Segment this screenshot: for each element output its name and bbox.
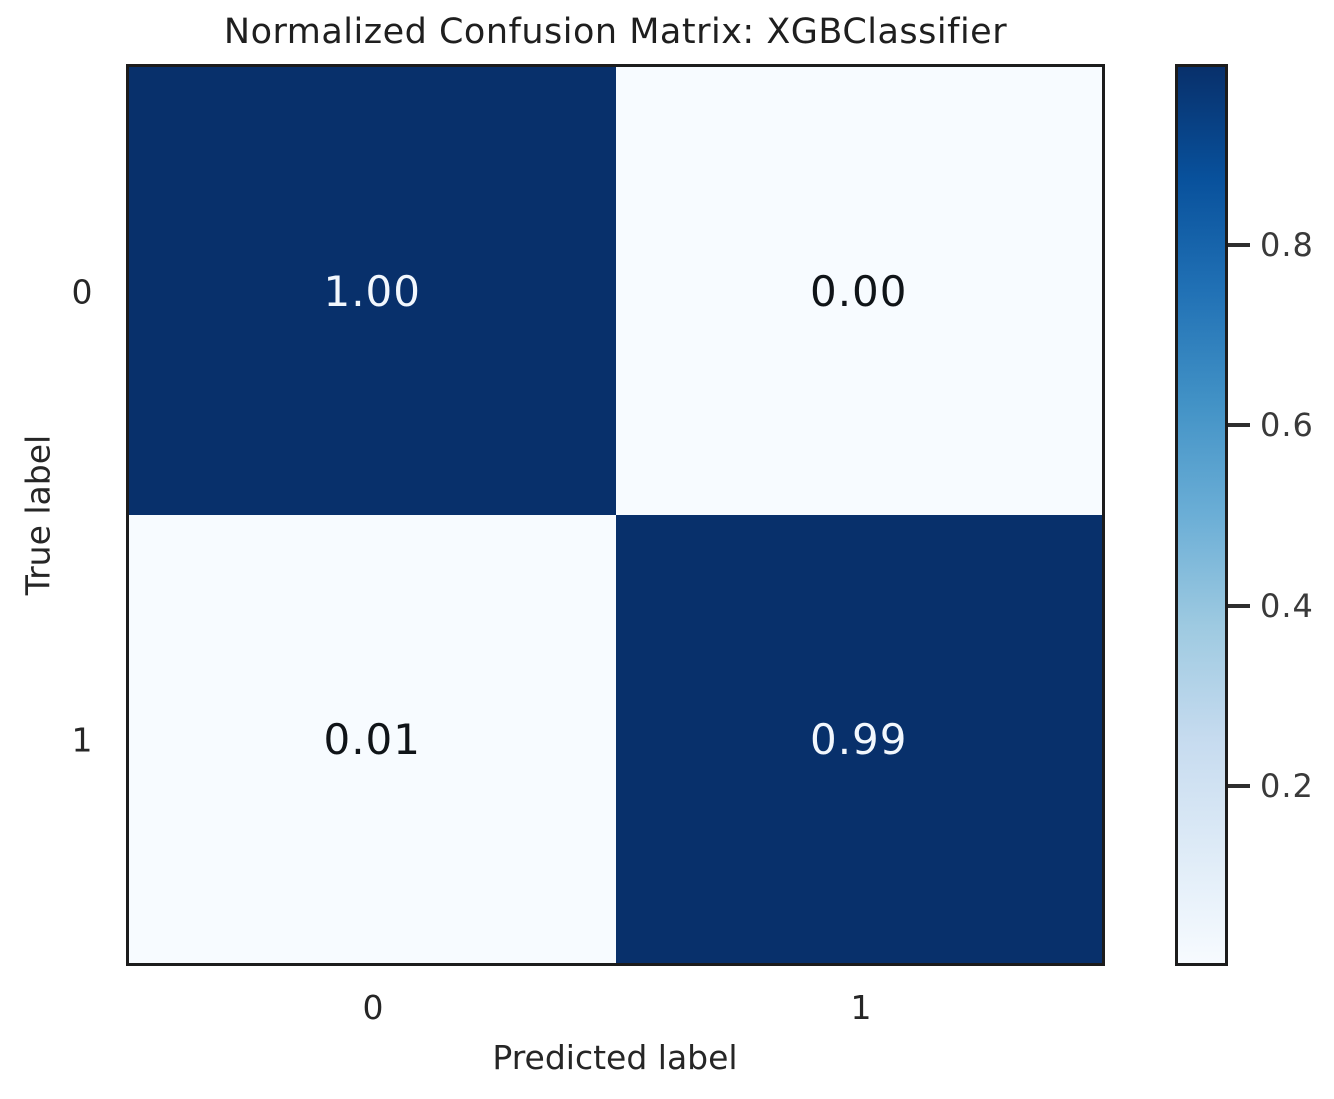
cell-value: 0.01 bbox=[323, 714, 421, 764]
matrix-cell-true1-pred1: 0.99 bbox=[615, 515, 1102, 963]
colorbar-tick-label: 0.6 bbox=[1260, 406, 1314, 444]
x-tick-label-1: 1 bbox=[850, 988, 872, 1027]
cell-value: 0.00 bbox=[809, 266, 908, 316]
y-tick-label-0: 0 bbox=[71, 272, 93, 312]
colorbar-gradient bbox=[1175, 64, 1228, 966]
colorbar-tick-mark bbox=[1228, 423, 1250, 427]
x-axis-label: Predicted label bbox=[492, 1038, 738, 1077]
chart-title: Normalized Confusion Matrix: XGBClassifi… bbox=[223, 12, 1008, 52]
cell-value: 0.99 bbox=[809, 714, 908, 764]
colorbar-tick-label: 0.4 bbox=[1260, 587, 1314, 625]
matrix-cell-true1-pred0: 0.01 bbox=[129, 515, 616, 963]
x-tick-label-0: 0 bbox=[362, 988, 384, 1027]
matrix-cell-true0-pred1: 0.00 bbox=[615, 67, 1102, 515]
colorbar-tick-label: 0.8 bbox=[1260, 226, 1314, 264]
colorbar-tick-mark bbox=[1228, 784, 1250, 788]
y-axis-label: True label bbox=[18, 434, 58, 596]
colorbar-tick-mark bbox=[1228, 604, 1250, 608]
colorbar-tick-label: 0.2 bbox=[1260, 767, 1314, 805]
heatmap-plot: 1.00 0.00 0.01 0.99 bbox=[126, 64, 1105, 966]
cell-value: 1.00 bbox=[323, 266, 421, 316]
y-tick-label-1: 1 bbox=[71, 720, 93, 760]
colorbar-tick-mark bbox=[1228, 243, 1250, 247]
matrix-cell-true0-pred0: 1.00 bbox=[129, 67, 616, 515]
